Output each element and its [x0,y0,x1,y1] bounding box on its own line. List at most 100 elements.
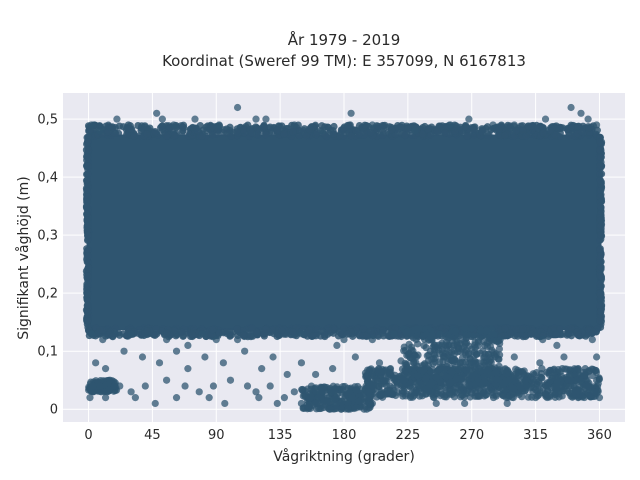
data-point [303,401,311,409]
data-point [595,394,604,402]
data-point [108,123,116,131]
data-point [495,362,503,370]
data-point [581,365,589,373]
data-point [110,382,119,390]
data-point [553,382,561,390]
data-point [153,109,161,117]
chart-title-line1: År 1979 - 2019 [288,30,401,49]
data-point [143,327,151,335]
data-point [364,388,373,396]
data-point [84,170,92,178]
data-point [496,336,504,344]
data-point [539,336,547,344]
data-point [565,389,574,397]
data-point [130,132,138,140]
data-point [412,335,420,344]
data-point [380,368,388,376]
data-point [162,329,171,337]
data-point [337,405,345,413]
data-point [597,170,606,178]
data-point [593,353,601,361]
data-point [461,324,469,332]
data-point [184,365,192,373]
data-point [570,382,578,390]
data-point [436,330,444,338]
data-point [219,359,227,367]
data-point [339,383,347,391]
data-point [431,341,439,349]
data-point [351,353,359,361]
data-point [307,393,315,401]
data-point [252,388,260,396]
data-point [330,122,338,131]
data-point [432,399,440,408]
data-point [297,330,306,338]
data-point [401,346,410,355]
data-point [553,341,561,350]
data-point [485,360,493,368]
data-point [430,349,438,358]
data-point [120,347,128,355]
data-point [320,403,328,412]
data-point [158,122,166,130]
data-point [545,393,554,401]
data-point [460,378,468,386]
data-point [87,121,95,129]
data-point [323,397,331,405]
data-point [531,378,539,386]
data-point [593,121,601,129]
data-point [492,369,500,377]
data-point [578,128,586,136]
data-point [123,130,131,138]
data-point [141,382,149,390]
data-point [162,132,171,140]
data-point [290,388,298,396]
data-point [198,132,206,140]
data-point [151,399,159,408]
data-point [127,388,135,396]
data-point [519,325,527,333]
data-point [101,394,110,402]
data-point [596,316,604,325]
data-point [327,389,335,397]
data-point [302,131,310,140]
data-point [596,177,604,185]
data-point [329,365,337,373]
chart-title-line2: Koordinat (Sweref 99 TM): E 357099, N 61… [162,52,526,70]
x-axis-ticks: 0 45 90 135 180 225 270 315 360 [84,428,611,443]
data-point [552,131,560,139]
data-point [375,359,384,367]
data-point [580,371,589,379]
data-point [143,130,151,138]
data-point [269,353,277,361]
data-point [489,337,497,345]
data-point [239,331,247,340]
data-point [475,359,483,367]
data-point [116,382,124,390]
data-point [347,132,355,140]
data-point [567,324,575,332]
data-point [352,386,361,394]
data-point [388,390,396,398]
data-point [596,301,604,310]
data-point [376,391,384,399]
data-point [597,222,605,230]
data-point [108,332,116,340]
data-point [511,370,519,378]
data-point [567,103,575,112]
data-point [449,385,457,393]
data-point [151,331,159,339]
data-point [92,359,100,367]
data-point [355,397,363,406]
data-point [541,115,550,123]
data-point [401,366,409,375]
data-point [574,122,582,130]
data-point [189,123,197,132]
data-point [576,378,584,386]
data-point [519,127,527,135]
data-point [495,387,503,395]
x-tick-label: 0 [84,428,92,443]
data-point [367,327,375,335]
data-point [461,123,470,131]
data-point [567,376,575,384]
